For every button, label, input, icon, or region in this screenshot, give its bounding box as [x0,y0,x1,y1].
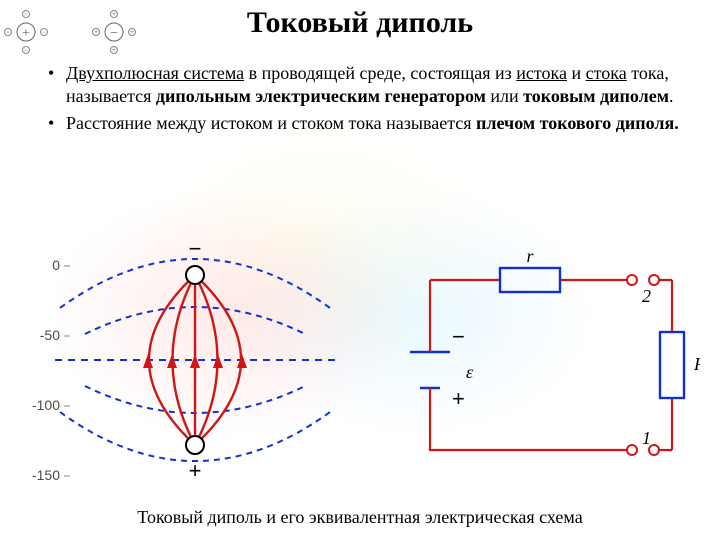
svg-text:−: − [452,324,465,349]
figure-caption: Токовый диполь и его эквивалентная элект… [0,507,720,528]
bullet-2: Расстояние между истоком и стоком тока н… [48,112,692,135]
equivalent-circuit: r R ε − + 2 1 [380,240,700,500]
bullet-1: Двухполюсная система в проводящей среде,… [48,62,692,108]
svg-text:+: + [452,386,465,411]
dipole-field-diagram: 0 -50 -100 -150 [20,210,360,530]
svg-text:-50: -50 [40,327,60,343]
terminal-2: 2 [642,286,651,306]
svg-text:+: + [111,45,116,55]
plus-label: + [189,458,202,483]
terminal-1: 1 [642,428,651,448]
minus-label: − [189,236,202,261]
bullet-list: Двухполюсная система в проводящей среде,… [48,62,692,139]
page-title: Токовый диполь [0,6,720,40]
label-r: r [526,246,534,266]
label-R: R [693,354,700,374]
svg-text:0: 0 [52,257,60,273]
label-emf: ε [466,362,474,382]
svg-text:-100: -100 [32,397,60,413]
svg-text:−: − [23,45,28,55]
svg-text:-150: -150 [32,467,60,483]
